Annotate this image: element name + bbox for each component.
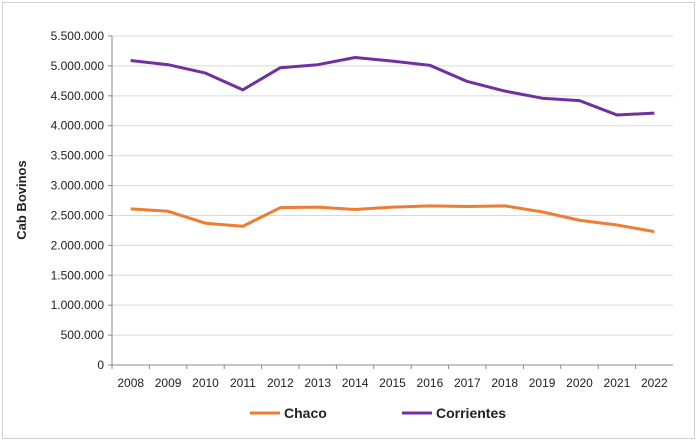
y-tick-label: 3.500.000: [51, 149, 105, 163]
chart-frame: [2, 2, 695, 439]
y-tick-label: 2.500.000: [51, 208, 105, 222]
legend-label: Chaco: [284, 405, 327, 421]
y-tick-label: 0: [97, 358, 104, 372]
x-tick-label: 2017: [454, 376, 481, 390]
y-tick-label: 5.000.000: [51, 59, 105, 73]
legend-label: Corrientes: [436, 405, 506, 421]
series-line-chaco: [130, 204, 655, 234]
x-tick-label: 2013: [304, 376, 331, 390]
x-tick-label: 2022: [641, 376, 668, 390]
x-tick-label: 2016: [417, 376, 444, 390]
x-tick-label: 2020: [566, 376, 593, 390]
y-tick-label: 5.500.000: [51, 29, 105, 43]
y-tick-label: 3.000.000: [51, 179, 105, 193]
x-tick-label: 2019: [529, 376, 556, 390]
y-tick-label: 2.000.000: [51, 238, 105, 252]
x-tick-label: 2012: [267, 376, 294, 390]
y-tick-label: 4.500.000: [51, 89, 105, 103]
y-axis-label: Cab Bovinos: [14, 160, 29, 239]
y-tick-label: 1.500.000: [51, 268, 105, 282]
x-tick-label: 2015: [379, 376, 406, 390]
x-tick-label: 2008: [117, 376, 144, 390]
y-tick-label: 1.000.000: [51, 298, 105, 312]
x-tick-label: 2018: [491, 376, 518, 390]
y-tick-label: 500.000: [61, 328, 105, 342]
x-tick-label: 2010: [192, 376, 219, 390]
x-tick-label: 2021: [604, 376, 631, 390]
x-tick-label: 2014: [342, 376, 369, 390]
y-tick-label: 4.000.000: [51, 119, 105, 133]
x-tick-label: 2011: [230, 376, 256, 390]
x-tick-label: 2009: [155, 376, 182, 390]
